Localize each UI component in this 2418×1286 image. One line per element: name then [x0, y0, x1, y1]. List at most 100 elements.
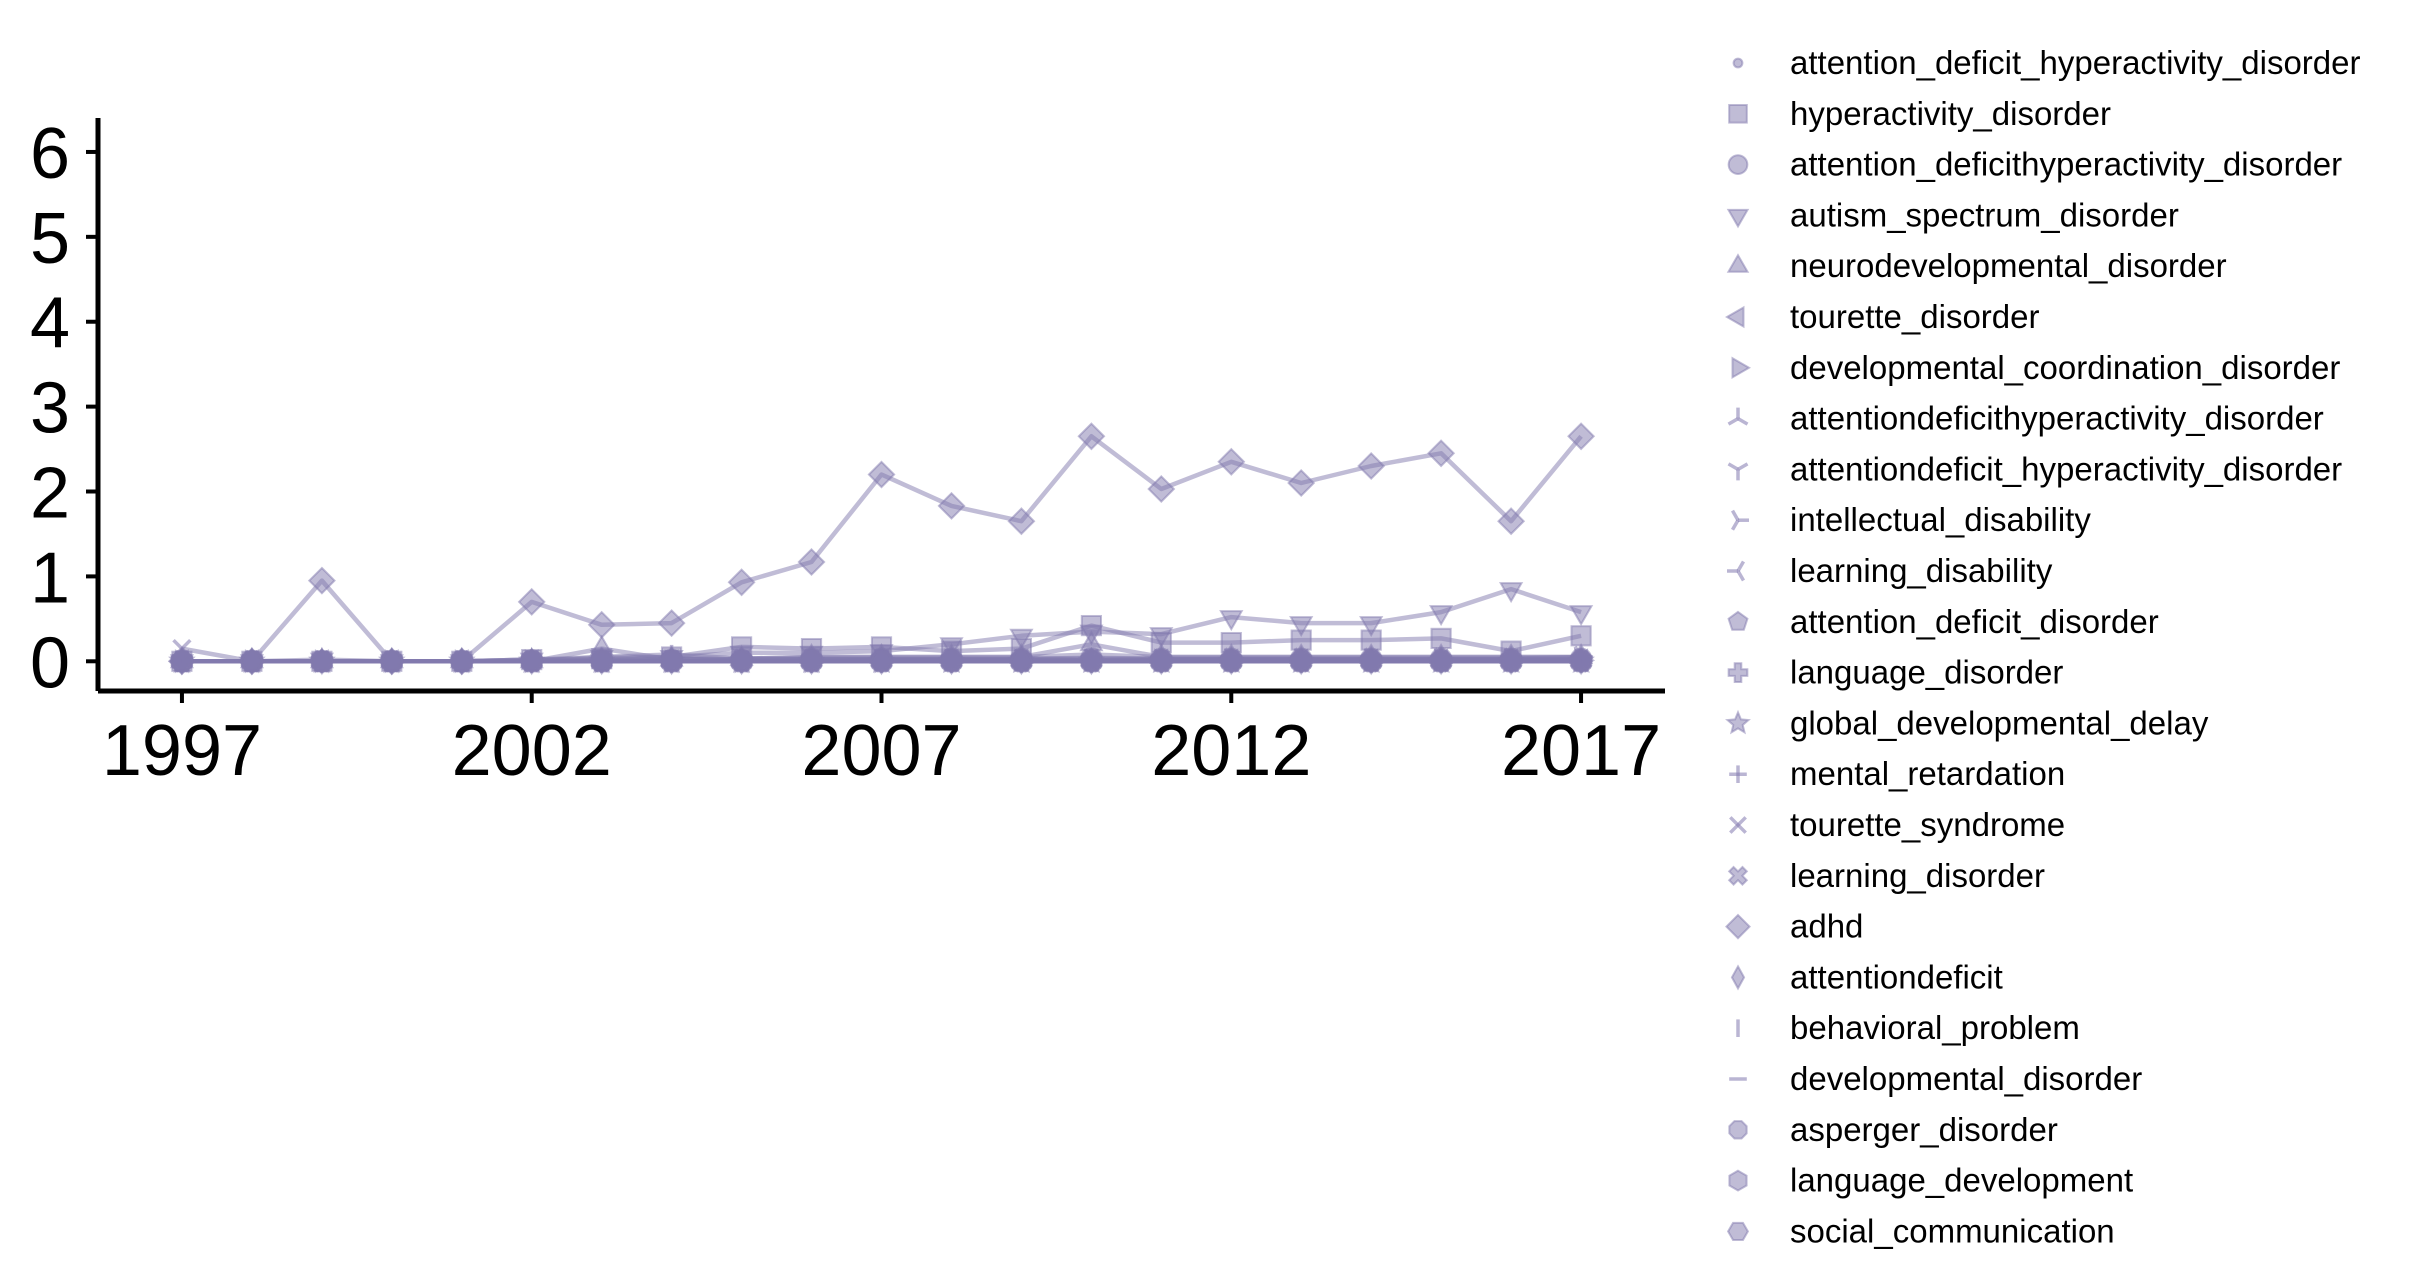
- legend-item: developmental_coordination_disorder: [1731, 349, 2340, 386]
- legend-label: learning_disorder: [1790, 857, 2045, 894]
- legend-label: developmental_coordination_disorder: [1790, 349, 2340, 386]
- data-point: [1147, 474, 1176, 504]
- series-social_communication: [169, 650, 1594, 672]
- legend-item: mental_retardation: [1729, 755, 2065, 792]
- data-point: [1289, 650, 1314, 672]
- data-point: [797, 547, 826, 577]
- data-point: [1149, 627, 1174, 649]
- legend-marker: [1730, 964, 1746, 991]
- legend-item: neurodevelopmental_disorder: [1726, 247, 2227, 284]
- legend-marker: [1725, 913, 1751, 940]
- data-point: [1499, 650, 1524, 672]
- data-point: [1219, 610, 1244, 632]
- data-point: [519, 650, 544, 672]
- data-point: [169, 650, 194, 672]
- legend-item: asperger_disorder: [1728, 1111, 2058, 1148]
- legend-label: tourette_disorder: [1790, 298, 2039, 335]
- legend-marker: [1726, 208, 1750, 229]
- data-point: [1009, 650, 1034, 672]
- data-point: [799, 650, 824, 672]
- x-tick-label: 2002: [452, 711, 612, 791]
- legend-marker: [1727, 865, 1749, 887]
- legend-item: attention_deficit_disorder: [1727, 603, 2159, 640]
- x-ticks: 1997 2002 2007 2012 2017: [102, 691, 1661, 791]
- legend-marker: [1727, 610, 1749, 631]
- legend-item: language_development: [1728, 1162, 2133, 1199]
- y-tick-label: 2: [30, 454, 70, 534]
- legend-item: attentiondeficit_hyperactivity_disorder: [1727, 450, 2342, 487]
- data-point: [1007, 507, 1036, 536]
- legend-label: attention_deficit_disorder: [1790, 603, 2159, 640]
- legend-marker: [1729, 816, 1747, 834]
- legend: attention_deficit_hyperactivity_disorder…: [1725, 44, 2361, 1249]
- y-tick-label: 3: [30, 369, 70, 449]
- data-point: [1428, 605, 1454, 627]
- legend-item: language_disorder: [1727, 654, 2063, 691]
- legend-label: autism_spectrum_disorder: [1790, 196, 2179, 233]
- data-point: [1287, 468, 1316, 498]
- data-point: [1568, 605, 1594, 627]
- y-tick-label: 4: [30, 284, 70, 364]
- legend-item: developmental_disorder: [1729, 1060, 2142, 1097]
- legend-marker: [1729, 765, 1747, 784]
- data-point: [1149, 650, 1174, 672]
- data-point: [1498, 582, 1524, 604]
- legend-item: adhd: [1725, 908, 1863, 945]
- data-point: [379, 650, 404, 672]
- legend-marker: [1732, 57, 1744, 69]
- legend-label: intellectual_disability: [1790, 501, 2091, 538]
- data-point: [1289, 616, 1314, 638]
- y-tick-label: 6: [30, 114, 70, 194]
- series-layer: [167, 422, 1596, 676]
- data-point: [1427, 439, 1456, 468]
- legend-item: behavioral_problem: [1736, 1009, 2080, 1046]
- legend-label: social_communication: [1790, 1212, 2115, 1249]
- data-point: [1569, 650, 1594, 672]
- data-point: [1079, 650, 1104, 672]
- data-point: [239, 650, 264, 672]
- y-tick-label: 5: [30, 199, 70, 279]
- data-point: [727, 568, 756, 597]
- data-point: [659, 650, 684, 672]
- legend-marker: [1727, 560, 1746, 582]
- legend-item: attention_deficit_hyperactivity_disorder: [1732, 44, 2361, 81]
- data-point: [307, 566, 336, 595]
- data-point: [1359, 616, 1384, 638]
- legend-label: behavioral_problem: [1790, 1009, 2080, 1046]
- legend-item: learning_disability: [1727, 552, 2053, 589]
- legend-item: attentiondeficithyperactivity_disorder: [1727, 400, 2324, 437]
- x-tick-label: 2017: [1501, 711, 1661, 791]
- data-point: [587, 610, 616, 639]
- legend-item: global_developmental_delay: [1725, 704, 2209, 741]
- data-point: [1429, 650, 1454, 672]
- legend-marker: [1730, 509, 1749, 531]
- data-point: [1570, 625, 1592, 647]
- y-tick-label: 1: [30, 538, 70, 618]
- data-point: [939, 650, 964, 672]
- data-point: [729, 650, 754, 672]
- legend-label: attentiondeficit_hyperactivity_disorder: [1790, 450, 2342, 487]
- data-point: [309, 650, 334, 672]
- data-point: [1009, 628, 1034, 650]
- legend-marker: [1731, 356, 1751, 380]
- legend-marker: [1725, 305, 1745, 329]
- data-point: [1359, 650, 1384, 672]
- legend-label: hyperactivity_disorder: [1790, 95, 2111, 132]
- legend-marker: [1728, 1120, 1748, 1140]
- data-point: [869, 650, 894, 672]
- y-tick-label: 0: [30, 623, 70, 703]
- legend-label: attention_deficithyperactivity_disorder: [1790, 146, 2342, 183]
- data-point: [1219, 650, 1244, 672]
- legend-marker: [1727, 462, 1749, 481]
- legend-label: adhd: [1790, 908, 1863, 945]
- data-point: [1357, 451, 1386, 481]
- legend-item: learning_disorder: [1727, 857, 2045, 894]
- legend-item: tourette_disorder: [1725, 298, 2039, 335]
- data-point: [1497, 507, 1526, 536]
- legend-label: developmental_disorder: [1790, 1060, 2142, 1097]
- legend-item: attentiondeficit: [1730, 958, 2003, 995]
- legend-label: attentiondeficit: [1790, 958, 2003, 995]
